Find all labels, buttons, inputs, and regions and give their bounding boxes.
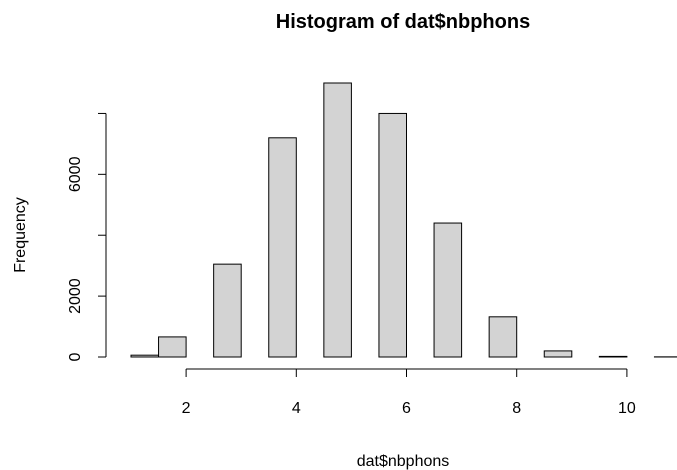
x-axis-label: dat$nbphons	[357, 453, 450, 470]
histogram-bar-18	[598, 355, 628, 358]
histogram-bar-2	[158, 336, 187, 358]
x-axis: 2 4 6 8 10	[182, 368, 636, 417]
y-axis-label: Frequency	[12, 197, 29, 273]
bars-group	[130, 82, 677, 358]
x-tick-label-4: 8	[512, 400, 521, 417]
y-tick-label-4: 6000	[67, 156, 84, 192]
histogram-bar-1	[130, 354, 160, 358]
x-tick-label-5: 10	[618, 400, 636, 417]
histogram-bar-12	[433, 222, 463, 358]
x-tick-label-3: 6	[402, 400, 411, 417]
histogram-bar-6	[268, 137, 297, 358]
x-tick-label-1: 2	[182, 400, 191, 417]
y-axis: 0 2000 6000	[67, 112, 107, 361]
y-tick-label-2: 2000	[67, 278, 84, 314]
chart-title: Histogram of dat$nbphons	[276, 11, 530, 33]
histogram-bar-4	[213, 263, 242, 358]
histogram-bar-14	[488, 316, 518, 358]
x-tick-label-2: 4	[292, 400, 301, 417]
y-tick-label-1: 0	[67, 352, 84, 361]
histogram-bar-16	[543, 350, 573, 358]
histogram-bar-8	[323, 82, 352, 358]
histogram-bar-10	[378, 112, 408, 358]
